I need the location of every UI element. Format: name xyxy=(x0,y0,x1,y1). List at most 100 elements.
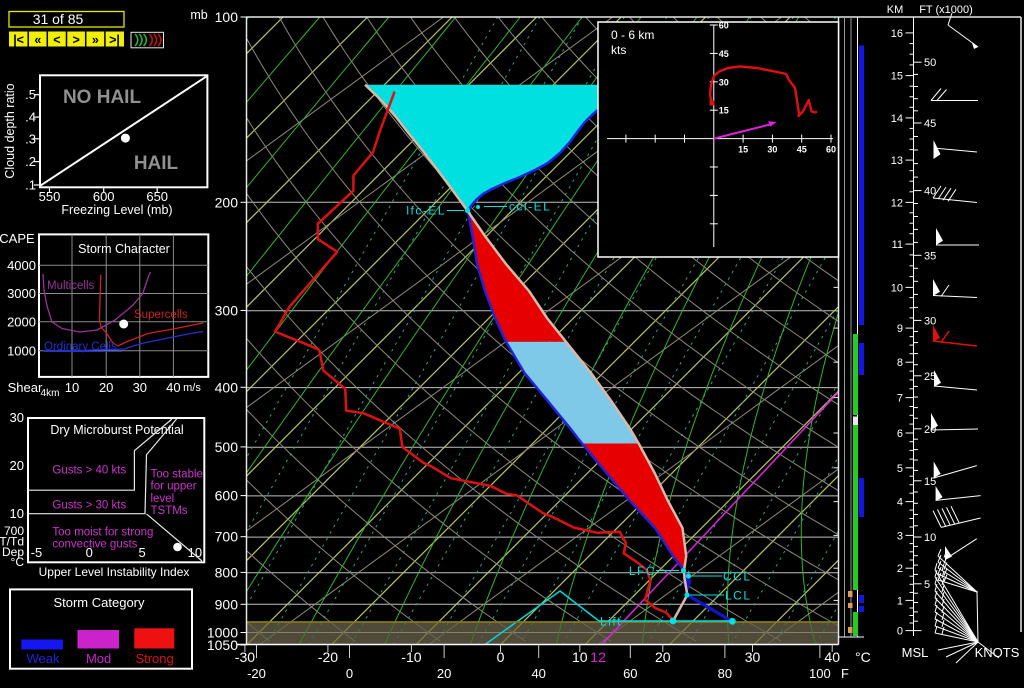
svg-text:<: < xyxy=(53,33,60,47)
svg-text:Multicells: Multicells xyxy=(47,280,95,292)
svg-text:45: 45 xyxy=(924,118,936,130)
svg-text:0 - 6 km: 0 - 6 km xyxy=(611,28,654,42)
svg-text:.4: .4 xyxy=(25,110,36,125)
svg-text:0: 0 xyxy=(897,626,903,638)
svg-text:900: 900 xyxy=(215,596,239,612)
svg-text:1050: 1050 xyxy=(207,637,238,653)
svg-text:0: 0 xyxy=(497,649,505,665)
svg-text:convective gusts: convective gusts xyxy=(52,538,137,550)
svg-text:1000: 1000 xyxy=(7,343,36,358)
svg-text:2000: 2000 xyxy=(7,314,36,329)
svg-text:LCL: LCL xyxy=(725,589,752,603)
svg-text:700: 700 xyxy=(4,524,24,538)
svg-text:8: 8 xyxy=(897,357,903,369)
svg-text:40: 40 xyxy=(924,186,936,198)
svg-text:10: 10 xyxy=(188,545,202,560)
svg-text:KNOTS: KNOTS xyxy=(975,645,1020,660)
svg-text:20: 20 xyxy=(99,380,113,395)
svg-text:50: 50 xyxy=(924,57,936,69)
svg-text:45: 45 xyxy=(797,145,807,155)
svg-text:100: 100 xyxy=(809,666,831,681)
svg-text:10: 10 xyxy=(572,649,588,665)
svg-text:4: 4 xyxy=(897,497,903,509)
svg-text:16: 16 xyxy=(891,28,903,40)
svg-text:°C: °C xyxy=(11,555,25,569)
svg-text:.5: .5 xyxy=(25,87,36,102)
svg-text:200: 200 xyxy=(215,194,239,210)
svg-text:35: 35 xyxy=(924,250,936,262)
svg-text:15: 15 xyxy=(891,71,903,83)
svg-text:31 of 85: 31 of 85 xyxy=(33,11,84,27)
svg-text:Gusts > 40 kts: Gusts > 40 kts xyxy=(52,465,126,477)
svg-text:ccl-EL: ccl-EL xyxy=(509,200,551,214)
svg-text:600: 600 xyxy=(215,488,239,504)
svg-text:30: 30 xyxy=(767,145,777,155)
svg-text:30: 30 xyxy=(924,315,936,327)
svg-text:m/s: m/s xyxy=(183,382,201,394)
svg-text:10: 10 xyxy=(891,282,903,294)
svg-text:Cloud depth ratio: Cloud depth ratio xyxy=(3,83,17,178)
svg-text:|<: |< xyxy=(13,33,24,47)
svg-text:Lift: Lift xyxy=(600,615,622,629)
svg-text:15: 15 xyxy=(924,476,936,488)
svg-text:for upper: for upper xyxy=(151,481,197,493)
svg-text:kts: kts xyxy=(611,43,626,57)
svg-text:F: F xyxy=(841,666,849,681)
svg-text:4000: 4000 xyxy=(7,258,36,273)
svg-text:NO HAIL: NO HAIL xyxy=(63,87,142,108)
svg-text:HAIL: HAIL xyxy=(134,153,179,174)
svg-text:20: 20 xyxy=(437,666,451,681)
svg-text:5: 5 xyxy=(897,463,903,475)
svg-text:6: 6 xyxy=(897,428,903,440)
svg-text:15: 15 xyxy=(719,106,729,116)
svg-text:Storm Category: Storm Category xyxy=(53,595,145,610)
svg-text:11: 11 xyxy=(892,239,903,251)
svg-text:KM: KM xyxy=(887,4,904,16)
svg-text:80: 80 xyxy=(718,666,732,681)
svg-text:10: 10 xyxy=(65,380,79,395)
svg-text:>: > xyxy=(72,33,79,47)
svg-text:-5: -5 xyxy=(31,545,43,560)
svg-text:Mod: Mod xyxy=(86,651,111,666)
svg-text:Too moist for strong: Too moist for strong xyxy=(52,526,153,538)
svg-text:-10: -10 xyxy=(401,649,421,665)
svg-text:9: 9 xyxy=(897,323,903,335)
svg-text:Dep: Dep xyxy=(2,545,24,559)
svg-text:5: 5 xyxy=(924,579,930,591)
svg-text:1: 1 xyxy=(897,595,903,607)
svg-text:500: 500 xyxy=(215,439,239,455)
svg-text:30: 30 xyxy=(719,77,729,87)
svg-text:.1: .1 xyxy=(25,178,36,193)
svg-text:Supercells: Supercells xyxy=(134,309,188,321)
svg-text:15: 15 xyxy=(738,145,748,155)
svg-text:-20: -20 xyxy=(247,666,266,681)
svg-text:Weak: Weak xyxy=(27,651,60,666)
svg-text:4km: 4km xyxy=(41,388,60,399)
svg-text:mb: mb xyxy=(190,8,207,22)
svg-text:MSL: MSL xyxy=(902,645,929,660)
svg-text:°C: °C xyxy=(855,649,871,665)
svg-text:300: 300 xyxy=(215,303,239,319)
svg-text:60: 60 xyxy=(826,145,836,155)
svg-text:>|: >| xyxy=(109,33,120,47)
svg-text:-20: -20 xyxy=(318,649,338,665)
svg-text:40: 40 xyxy=(531,666,545,681)
svg-text:10: 10 xyxy=(10,506,24,521)
svg-text:13: 13 xyxy=(891,155,903,167)
svg-text:400: 400 xyxy=(215,379,239,395)
svg-text:30: 30 xyxy=(10,410,24,425)
svg-text:TSTMs: TSTMs xyxy=(151,505,188,517)
svg-text:40: 40 xyxy=(166,380,180,395)
svg-text:Gusts > 30 kts: Gusts > 30 kts xyxy=(52,500,126,512)
svg-text:30: 30 xyxy=(745,649,761,665)
svg-text:3: 3 xyxy=(897,530,903,542)
svg-text:650: 650 xyxy=(146,189,168,204)
svg-text:Dry Microburst Potential: Dry Microburst Potential xyxy=(50,423,183,437)
svg-text:Ordinary Cells: Ordinary Cells xyxy=(44,341,117,353)
svg-text:Freezing Level (mb): Freezing Level (mb) xyxy=(61,203,172,217)
svg-text:5: 5 xyxy=(138,545,145,560)
svg-text:0: 0 xyxy=(86,545,93,560)
svg-text:CCL: CCL xyxy=(723,570,752,584)
svg-text:10: 10 xyxy=(924,532,936,544)
svg-text:Strong: Strong xyxy=(135,651,173,666)
